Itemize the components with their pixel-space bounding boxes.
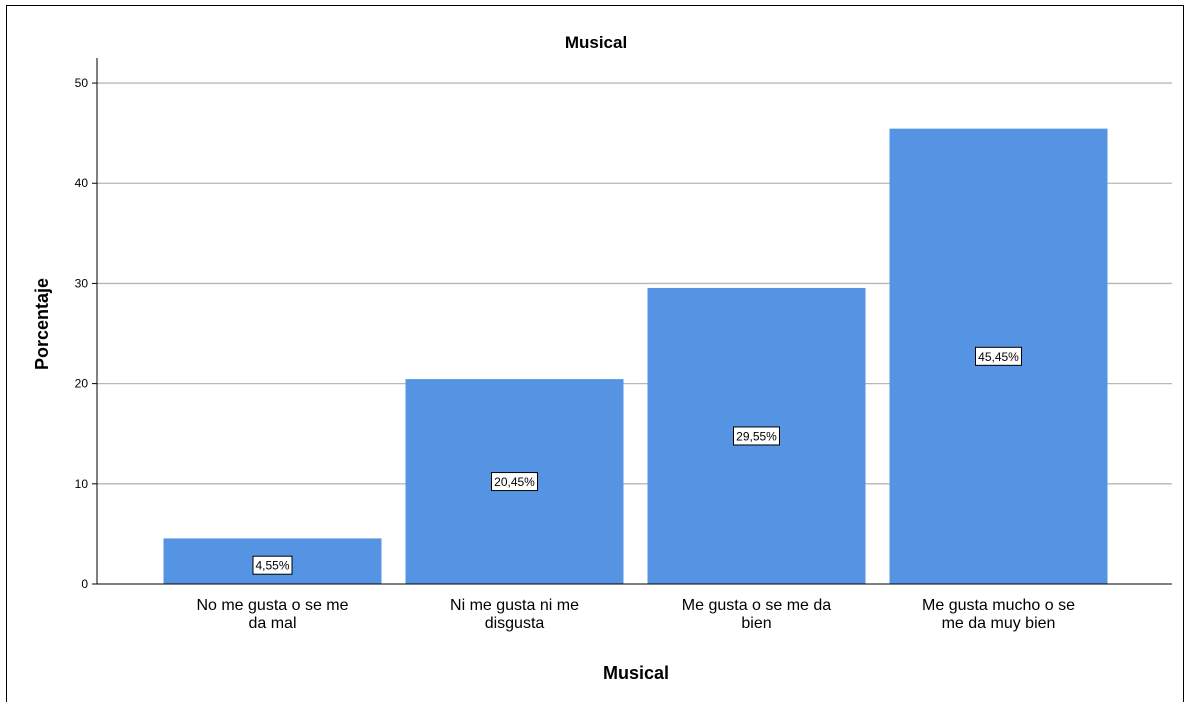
x-category-label: Ni me gusta ni me: [450, 597, 579, 614]
data-label-box: [975, 346, 1022, 366]
x-category-label: Me gusta o se me da: [682, 597, 832, 614]
y-tick-labels: 0 10 20 30 40 50: [75, 76, 89, 591]
x-category-label: me da muy bien: [942, 615, 1056, 632]
y-tick-label: 40: [75, 176, 89, 190]
data-label: 29,55%: [736, 429, 777, 443]
data-label-box: [733, 426, 780, 446]
data-label-box: [252, 555, 293, 575]
x-category-label: da mal: [248, 615, 296, 632]
data-label-box: [491, 472, 538, 492]
x-category-label: No me gusta o se me: [196, 597, 348, 614]
data-label: 20,45%: [494, 475, 535, 489]
y-tick-label: 0: [81, 577, 88, 591]
chart-title: Musical: [565, 33, 627, 52]
axes: [96, 58, 1172, 585]
x-axis-title: Musical: [603, 663, 669, 683]
y-tick-label: 30: [75, 276, 89, 290]
y-tick-label: 10: [75, 477, 89, 491]
x-category-label: Me gusta mucho o se: [922, 597, 1075, 614]
x-category-label: disgusta: [485, 615, 545, 632]
y-tick-label: 20: [75, 377, 89, 391]
bars: [163, 128, 1108, 585]
data-labels: 4,55% 20,45% 29,55% 45,45%: [252, 346, 1022, 575]
x-category-label: bien: [741, 615, 771, 632]
data-label: 4,55%: [255, 559, 289, 573]
data-label: 45,45%: [978, 350, 1019, 364]
y-axis-title: Porcentaje: [32, 278, 52, 370]
y-tick-label: 50: [75, 76, 89, 90]
